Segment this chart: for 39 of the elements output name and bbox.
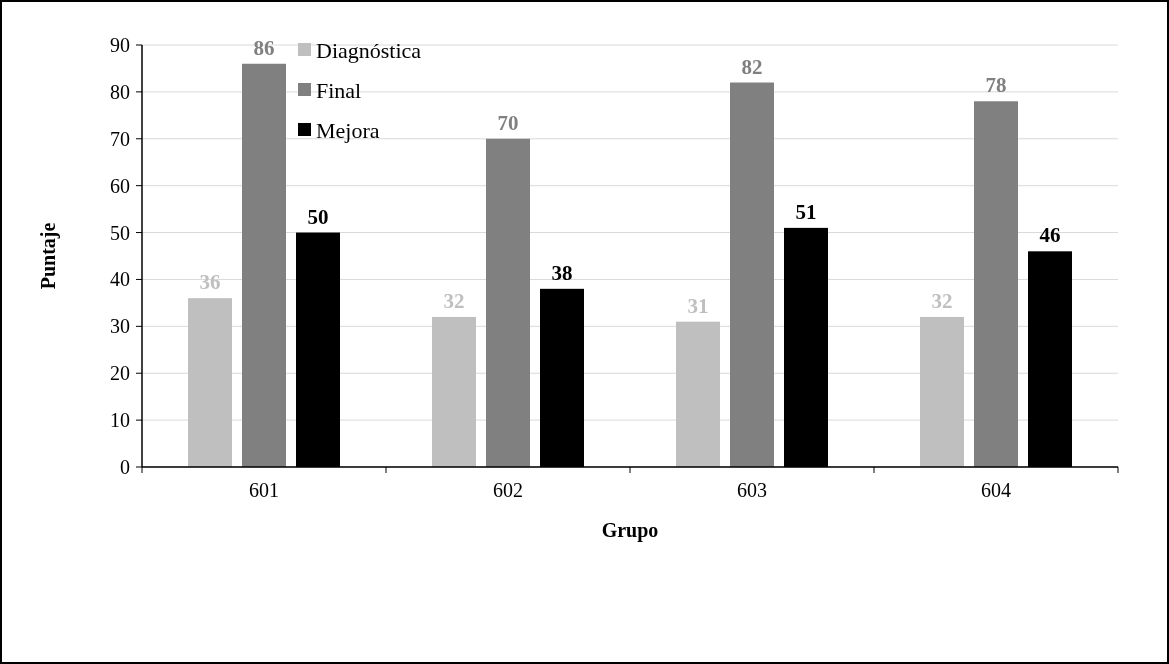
data-label: 51 [795,199,817,224]
bar [486,138,530,467]
bar [974,101,1018,467]
legend-label: Mejora [316,117,380,143]
y-tick-label: 0 [120,456,130,478]
bar [676,321,720,467]
legend-label: Final [316,77,362,103]
bar [920,316,964,467]
y-tick-label: 40 [110,268,130,291]
legend-label: Diagnóstica [316,37,422,63]
y-tick-label: 90 [110,34,130,56]
data-label: 78 [985,73,1007,98]
y-tick-label: 20 [110,362,130,385]
bar [432,316,476,467]
y-tick-label: 70 [110,127,130,150]
bar [730,82,774,467]
data-label: 36 [199,270,221,295]
data-label: 50 [307,204,329,229]
x-tick-label: 602 [493,479,523,501]
data-label: 31 [687,293,709,318]
y-tick-label: 60 [110,174,130,197]
x-tick-label: 604 [981,479,1011,501]
y-tick-label: 80 [110,80,130,103]
bar [242,63,286,467]
data-label: 86 [253,35,275,60]
x-axis-title: Grupo [601,519,659,542]
x-tick-label: 601 [249,479,279,501]
data-label: 32 [443,288,465,313]
y-tick-label: 10 [110,409,130,432]
data-label: 32 [931,288,953,313]
y-tick-label: 30 [110,315,130,338]
y-tick-label: 50 [110,221,130,244]
data-label: 70 [497,110,519,135]
x-tick-label: 603 [737,479,767,501]
data-label: 38 [551,260,573,285]
y-axis-title: Puntaje [37,222,60,290]
bar [188,298,232,467]
data-label: 82 [741,54,763,79]
data-label: 46 [1039,223,1061,248]
